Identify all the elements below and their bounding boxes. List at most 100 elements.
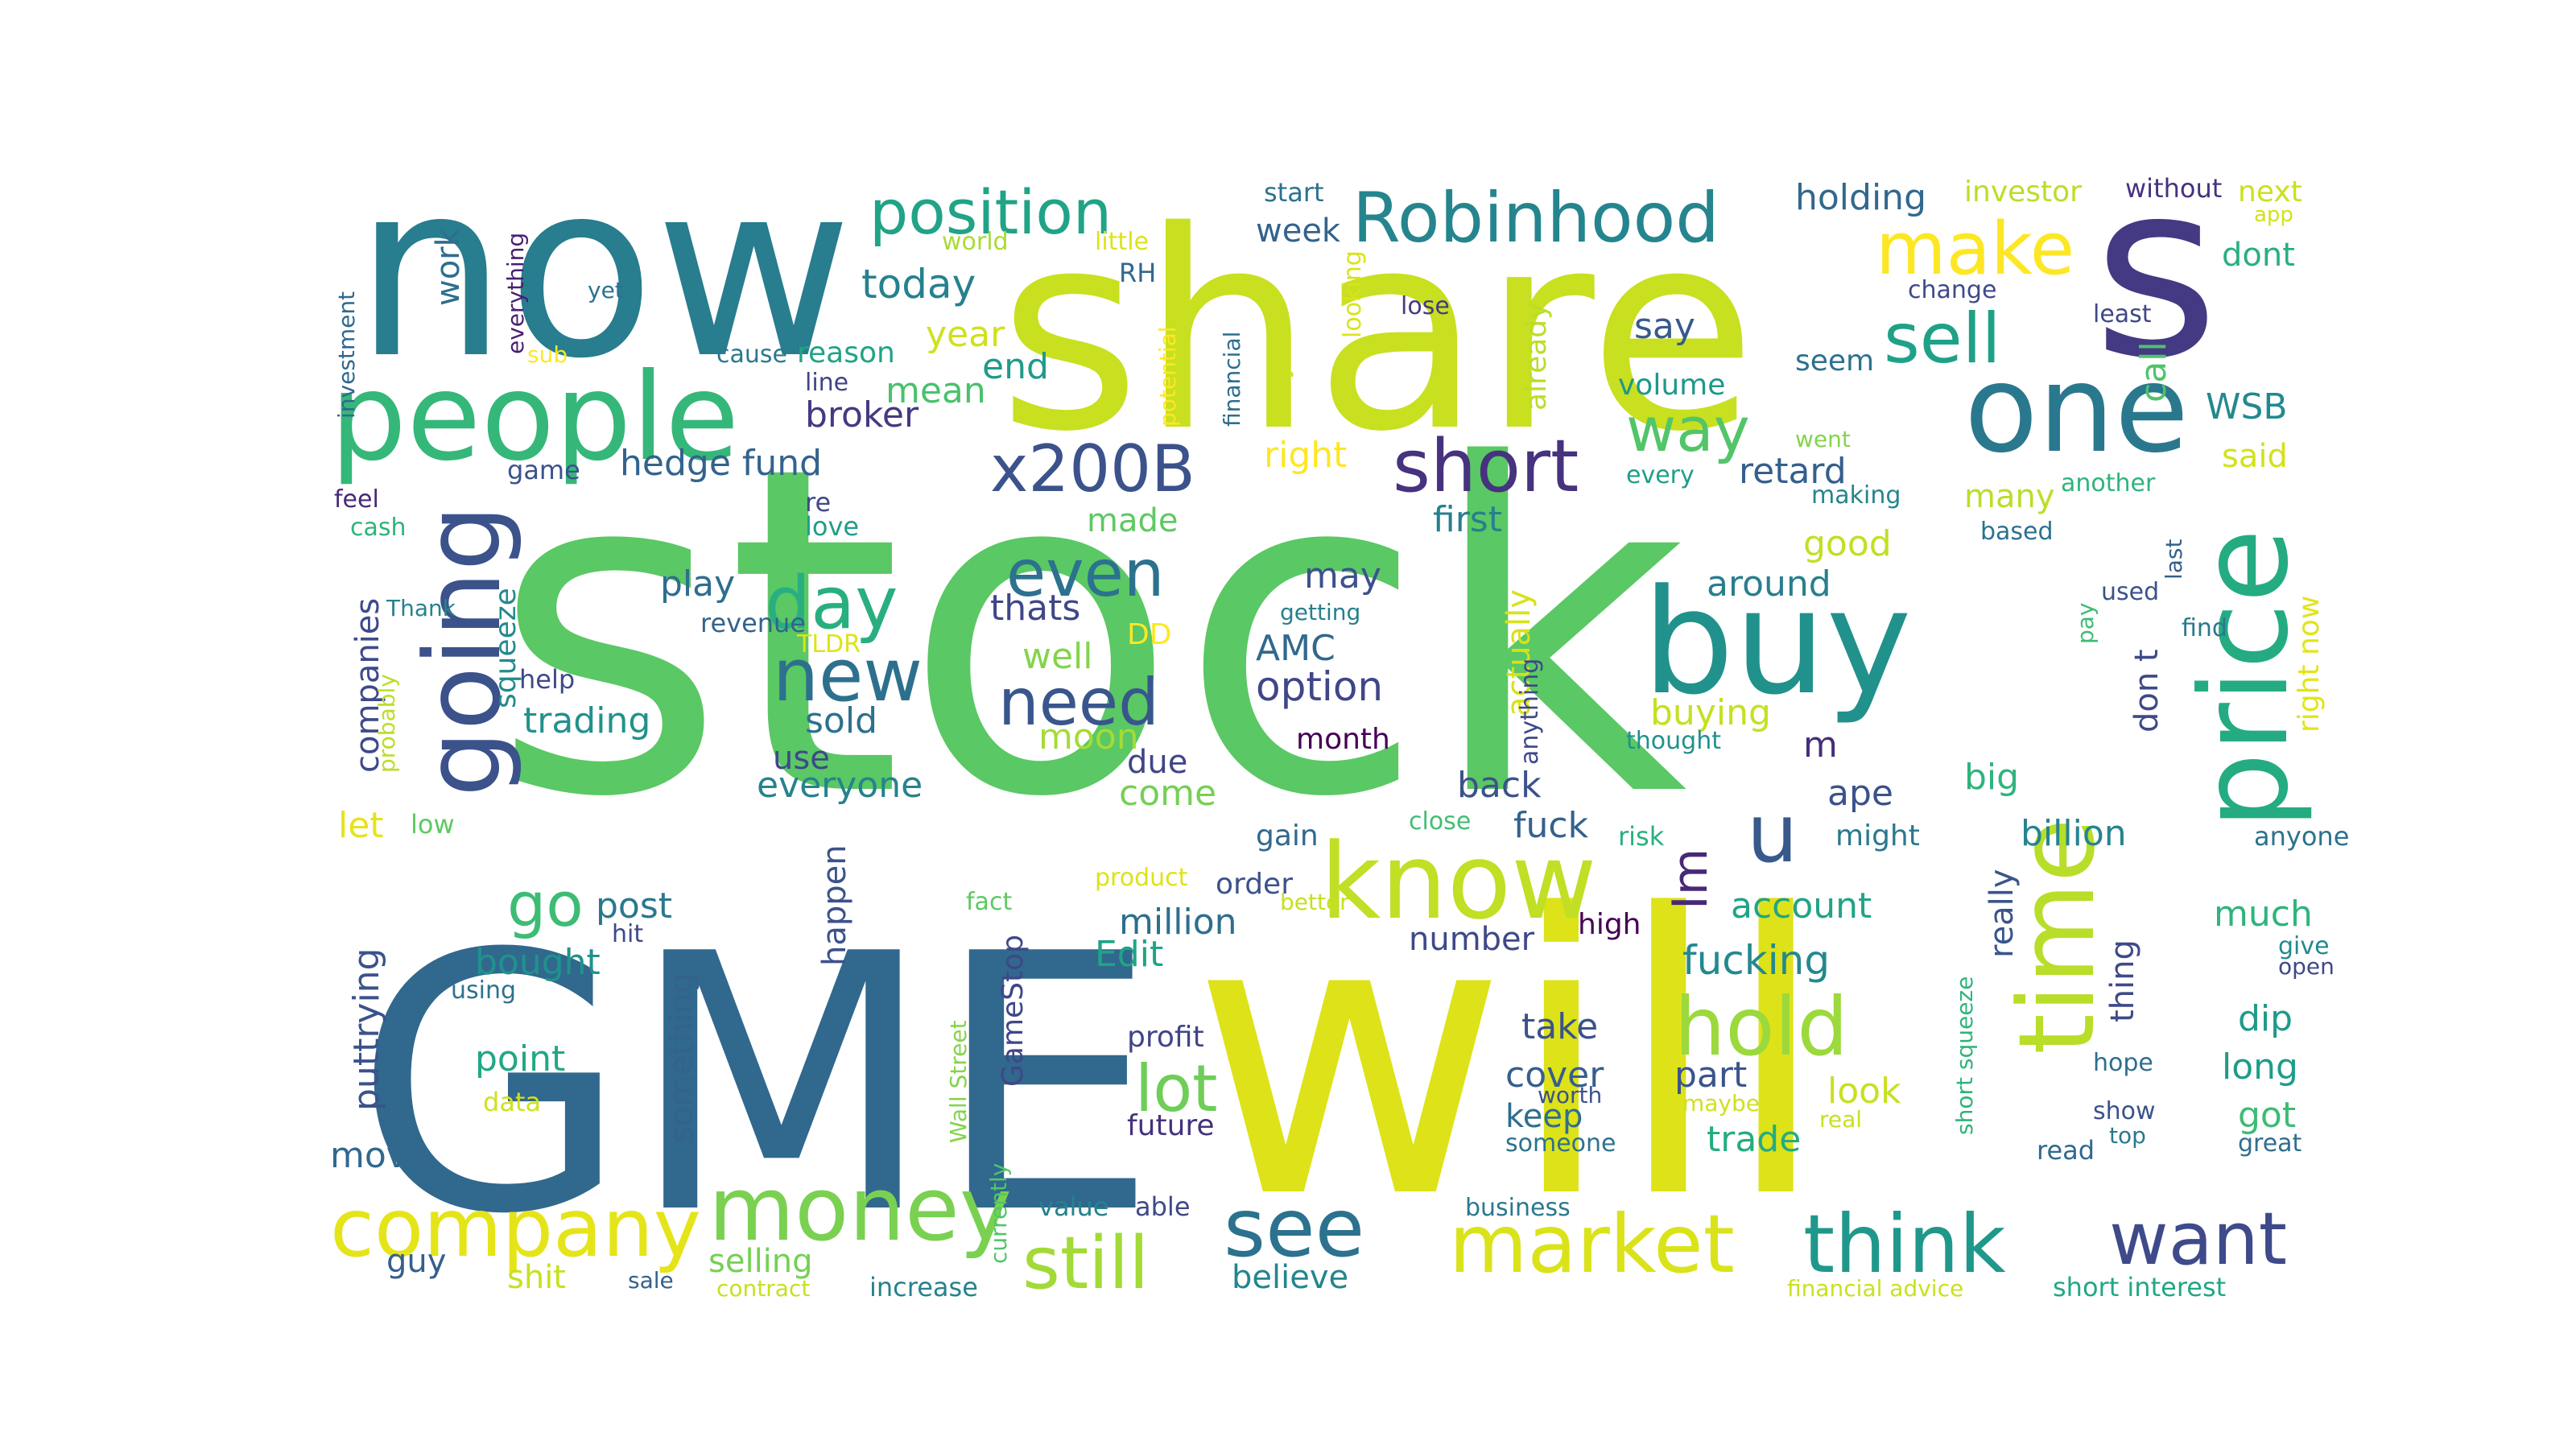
cloud-word-everything: everything bbox=[502, 233, 529, 354]
cloud-word-went: went bbox=[1795, 426, 1851, 452]
cloud-word-point: point bbox=[475, 1038, 565, 1080]
cloud-word-order: order bbox=[1216, 868, 1293, 901]
cloud-word-find: find bbox=[2182, 614, 2227, 642]
cloud-word-many: many bbox=[1964, 478, 2055, 515]
cloud-word-give: give bbox=[2278, 932, 2330, 960]
cloud-word-fucking: fucking bbox=[1682, 937, 1830, 984]
cloud-word-top: top bbox=[2109, 1122, 2146, 1149]
cloud-word-world: world bbox=[942, 228, 1009, 256]
cloud-word-little: little bbox=[1095, 228, 1149, 256]
cloud-word-ape: ape bbox=[1827, 773, 1893, 814]
cloud-word-buy: buy bbox=[1642, 559, 1912, 727]
cloud-word-able: able bbox=[1135, 1191, 1191, 1222]
cloud-word-guy: guy bbox=[386, 1243, 446, 1280]
cloud-word-gamestop: GameStop bbox=[997, 935, 1030, 1087]
cloud-word-short-squeeze: short squeeze bbox=[1951, 976, 1978, 1135]
cloud-word-know: know bbox=[1320, 820, 1597, 943]
cloud-word-fact: fact bbox=[966, 888, 1012, 916]
cloud-word-used: used bbox=[2101, 578, 2159, 606]
cloud-word-last: last bbox=[2161, 539, 2187, 580]
cloud-word-need: need bbox=[998, 665, 1159, 740]
cloud-word-currently: currently bbox=[985, 1163, 1012, 1264]
cloud-word-call: call bbox=[2133, 341, 2174, 402]
cloud-word-make: make bbox=[1876, 207, 2074, 291]
cloud-word-reason: reason bbox=[797, 336, 895, 369]
cloud-word-million: million bbox=[1119, 902, 1237, 943]
cloud-word-right-now: right now bbox=[2293, 596, 2326, 733]
cloud-word-billion: billion bbox=[2021, 813, 2127, 854]
cloud-word-pay: pay bbox=[2072, 602, 2099, 644]
cloud-word-month: month bbox=[1296, 723, 1390, 756]
cloud-word-great: great bbox=[2238, 1129, 2302, 1158]
cloud-word-u: u bbox=[1747, 786, 1798, 881]
cloud-word-well: well bbox=[1022, 636, 1093, 677]
cloud-word-will: will bbox=[1191, 833, 1830, 1283]
cloud-word-worth: worth bbox=[1538, 1082, 1602, 1108]
cloud-word-go: go bbox=[507, 869, 584, 940]
cloud-word-made: made bbox=[1087, 502, 1178, 539]
cloud-word-let: let bbox=[338, 805, 384, 846]
cloud-word-robinhood: Robinhood bbox=[1352, 178, 1719, 258]
cloud-word-keep: keep bbox=[1505, 1098, 1583, 1135]
cloud-word-wsb: WSB bbox=[2206, 386, 2288, 427]
cloud-word-cover: cover bbox=[1505, 1055, 1604, 1096]
cloud-word-wall-street: Wall Street bbox=[945, 1020, 972, 1143]
cloud-word-squeeze: squeeze bbox=[489, 588, 522, 708]
cloud-word-everyone: everyone bbox=[757, 765, 923, 806]
cloud-word-hedge-fund: hedge fund bbox=[620, 443, 822, 484]
cloud-word-part: part bbox=[1674, 1055, 1747, 1096]
cloud-word-say: say bbox=[1634, 306, 1695, 347]
cloud-word-without: without bbox=[2125, 173, 2222, 204]
cloud-word-seem: seem bbox=[1795, 345, 1874, 378]
cloud-word-broker: broker bbox=[805, 394, 919, 436]
cloud-word-maybe: maybe bbox=[1682, 1090, 1760, 1117]
cloud-word-x200b: x200B bbox=[990, 431, 1195, 506]
cloud-word-option: option bbox=[1256, 663, 1383, 710]
cloud-word-anyone: anyone bbox=[2254, 821, 2349, 852]
cloud-word-re: re bbox=[805, 487, 831, 518]
cloud-word-open: open bbox=[2278, 953, 2334, 980]
cloud-word-value: value bbox=[1038, 1191, 1108, 1222]
cloud-word-getting: getting bbox=[1280, 599, 1360, 625]
cloud-word-company: company bbox=[330, 1181, 701, 1275]
cloud-word-sub: sub bbox=[527, 341, 568, 368]
cloud-word-believe: believe bbox=[1232, 1259, 1348, 1296]
cloud-word-stock: stock bbox=[491, 371, 1687, 896]
cloud-word-cash: cash bbox=[350, 514, 407, 542]
cloud-word-trading: trading bbox=[523, 700, 650, 741]
cloud-word-around: around bbox=[1707, 564, 1831, 605]
cloud-word-got: got bbox=[2238, 1095, 2296, 1136]
cloud-word-year: year bbox=[926, 314, 1005, 355]
cloud-word-take: take bbox=[1521, 1006, 1598, 1047]
cloud-word-puttrying: puttrying bbox=[346, 948, 387, 1112]
cloud-word-dd: DD bbox=[1127, 618, 1171, 651]
cloud-word-companies: companies bbox=[349, 598, 386, 773]
cloud-word-thought: thought bbox=[1626, 727, 1721, 755]
cloud-word-position: position bbox=[869, 176, 1112, 248]
cloud-word-tldr: TLDR bbox=[796, 630, 861, 658]
cloud-word-risk: risk bbox=[1618, 821, 1665, 852]
cloud-word-back: back bbox=[1457, 765, 1542, 806]
cloud-word-number: number bbox=[1409, 921, 1535, 958]
cloud-word-market: market bbox=[1449, 1197, 1735, 1291]
cloud-word-day: day bbox=[765, 561, 898, 646]
cloud-word-thing: thing bbox=[2104, 939, 2141, 1022]
cloud-word-new: new bbox=[773, 634, 923, 718]
cloud-word-play: play bbox=[660, 564, 735, 605]
cloud-word-amc: AMC bbox=[1256, 628, 1335, 669]
cloud-word-really: really bbox=[1984, 869, 2021, 958]
cloud-word-financial: financial bbox=[1219, 332, 1245, 427]
cloud-word-use: use bbox=[773, 740, 830, 777]
cloud-word-making: making bbox=[1811, 481, 1901, 510]
cloud-word-contract: contract bbox=[716, 1275, 810, 1302]
cloud-word-much: much bbox=[2214, 894, 2313, 935]
cloud-word-rh: RH bbox=[1119, 258, 1156, 288]
cloud-word-trade: trade bbox=[1707, 1119, 1801, 1160]
cloud-word-show: show bbox=[2093, 1097, 2156, 1125]
cloud-word-move: move bbox=[330, 1135, 429, 1176]
cloud-word-said: said bbox=[2222, 438, 2288, 475]
cloud-word-thats: thats bbox=[990, 588, 1080, 629]
cloud-word-people: people bbox=[330, 348, 739, 488]
cloud-word-think: think bbox=[1803, 1197, 2006, 1291]
cloud-word-next: next bbox=[2238, 175, 2302, 208]
